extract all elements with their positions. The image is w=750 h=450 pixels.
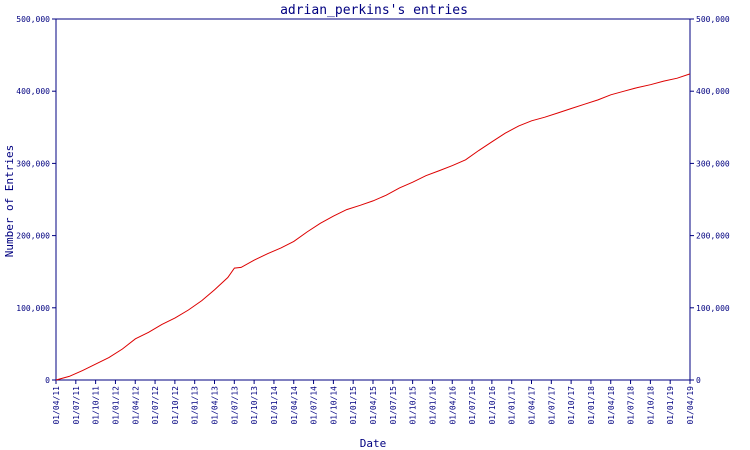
x-tick-label: 01/10/13 bbox=[250, 386, 259, 425]
x-tick-label: 01/10/12 bbox=[171, 386, 180, 425]
x-tick-label: 01/10/15 bbox=[409, 386, 418, 425]
y-tick-label-right: 100,000 bbox=[696, 304, 730, 313]
chart-title: adrian_perkins's entries bbox=[280, 3, 468, 18]
x-tick-label: 01/07/13 bbox=[230, 386, 239, 425]
x-tick-label: 01/01/17 bbox=[508, 386, 517, 425]
y-tick-label-left: 100,000 bbox=[16, 304, 50, 313]
series-line-entries bbox=[55, 73, 691, 381]
y-tick-label-right: 400,000 bbox=[696, 87, 730, 96]
x-tick-label: 01/01/12 bbox=[111, 386, 120, 425]
y-tick-label-left: 400,000 bbox=[16, 87, 50, 96]
x-tick-label: 01/07/17 bbox=[547, 386, 556, 425]
x-tick-label: 01/04/13 bbox=[211, 386, 220, 425]
y-tick-label-left: 200,000 bbox=[16, 232, 50, 241]
y-tick-label-left: 500,000 bbox=[16, 15, 50, 24]
y-tick-label-right: 500,000 bbox=[696, 15, 730, 24]
x-tick-label: 01/04/16 bbox=[448, 386, 457, 425]
x-tick-label: 01/07/11 bbox=[72, 386, 81, 425]
x-tick-label: 01/04/14 bbox=[290, 386, 299, 425]
y-tick-label-left: 0 bbox=[45, 376, 50, 385]
x-tick-label: 01/07/18 bbox=[627, 386, 636, 425]
x-tick-label: 01/01/18 bbox=[587, 386, 596, 425]
y-tick-label-left: 300,000 bbox=[16, 159, 50, 168]
y-tick-label-right: 0 bbox=[696, 376, 701, 385]
x-tick-label: 01/01/13 bbox=[191, 386, 200, 425]
x-tick-label: 01/04/11 bbox=[52, 386, 61, 425]
x-tick-label: 01/01/16 bbox=[428, 386, 437, 425]
x-tick-label: 01/10/17 bbox=[567, 386, 576, 425]
x-tick-label: 01/10/16 bbox=[488, 386, 497, 425]
x-tick-label: 01/07/15 bbox=[389, 386, 398, 425]
y-tick-label-right: 200,000 bbox=[696, 232, 730, 241]
y-tick-label-right: 300,000 bbox=[696, 159, 730, 168]
x-tick-label: 01/04/15 bbox=[369, 386, 378, 425]
x-tick-label: 01/04/18 bbox=[607, 386, 616, 425]
x-tick-label: 01/01/14 bbox=[270, 386, 279, 425]
x-tick-label: 01/07/16 bbox=[468, 386, 477, 425]
x-tick-label: 01/07/12 bbox=[151, 386, 160, 425]
x-tick-label: 01/01/19 bbox=[666, 386, 675, 425]
x-tick-label: 01/04/12 bbox=[131, 386, 140, 425]
x-tick-label: 01/10/11 bbox=[92, 386, 101, 425]
x-tick-label: 01/10/18 bbox=[646, 386, 655, 425]
x-tick-label: 01/01/15 bbox=[349, 386, 358, 425]
x-tick-label: 01/07/14 bbox=[310, 386, 319, 425]
plot-frame bbox=[55, 18, 691, 381]
x-axis-label: Date bbox=[360, 437, 387, 450]
x-tick-label: 01/04/17 bbox=[528, 386, 537, 425]
x-axis-ticks: 01/04/11 01/07/11 01/10/11 01/01/12 01/04/12… bbox=[52, 380, 695, 425]
y-axis-ticks: 0 0 100,000 100,000 200,000 200,000 300,000 300… bbox=[16, 15, 730, 385]
x-tick-label: 01/04/19 bbox=[686, 386, 695, 425]
y-axis-label: Number of Entries bbox=[3, 145, 16, 258]
x-tick-label: 01/10/14 bbox=[329, 386, 338, 425]
